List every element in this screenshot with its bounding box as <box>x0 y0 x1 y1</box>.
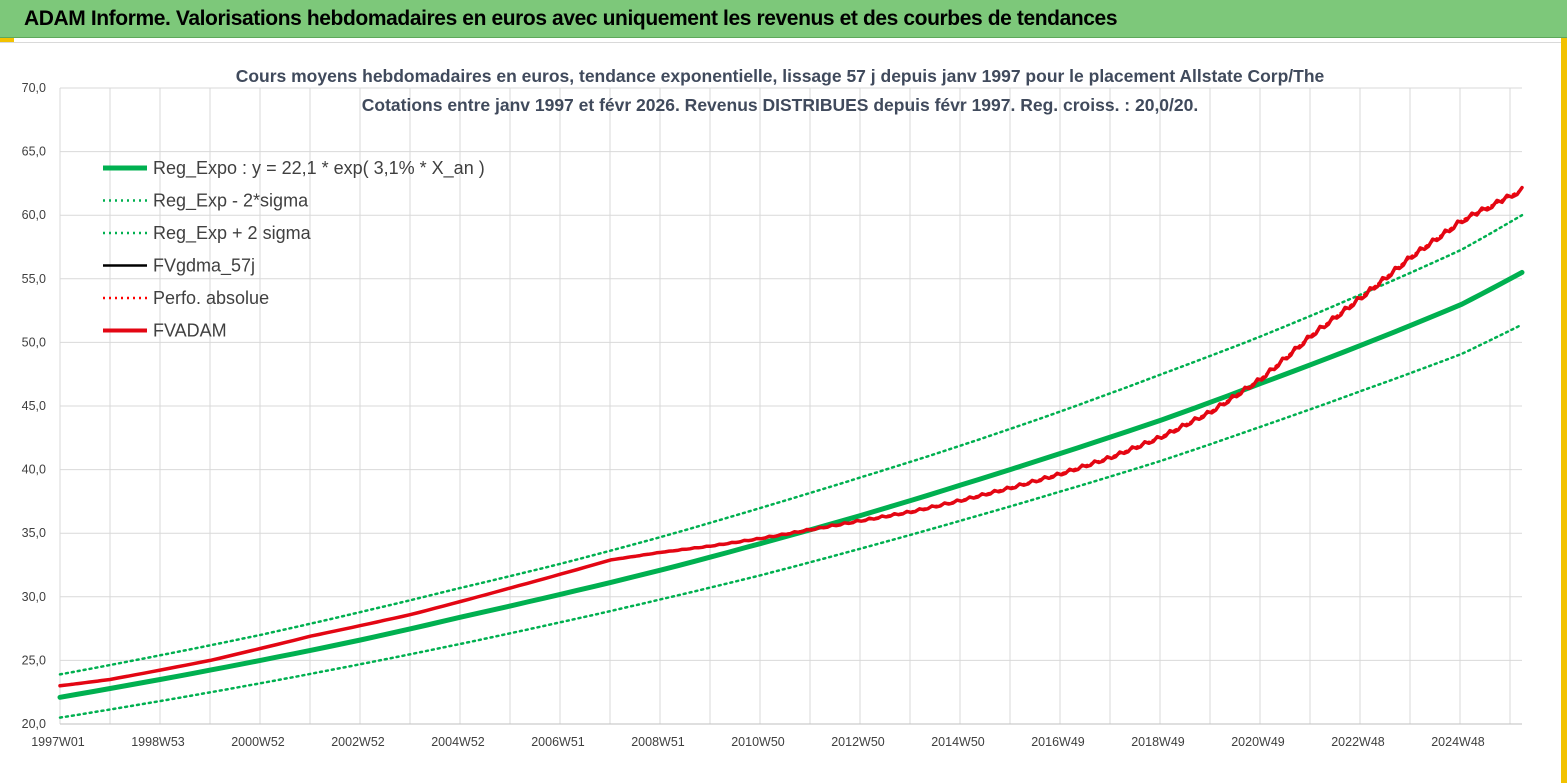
legend-label-2: Reg_Exp + 2 sigma <box>153 223 312 244</box>
chart-grid <box>59 87 1522 725</box>
series-line-1 <box>58 323 1524 719</box>
x-tick-label: 2006W51 <box>531 735 585 749</box>
y-tick-label: 35,0 <box>22 526 46 540</box>
y-tick-label: 25,0 <box>22 653 46 667</box>
x-tick-label: 2004W52 <box>431 735 485 749</box>
chart-title-line-1: Cours moyens hebdomadaires en euros, ten… <box>236 66 1325 86</box>
legend-label-3: FVgdma_57j <box>153 256 255 277</box>
legend-label-1: Reg_Exp - 2*sigma <box>153 191 309 212</box>
x-tick-label: 2022W48 <box>1331 735 1385 749</box>
chart-axes: 20,0 25,0 30,0 35,0 40,0 45,0 50,0 55,0 60,0 65,0… <box>22 81 1522 749</box>
y-tick-label: 40,0 <box>22 463 46 477</box>
y-tick-label: 55,0 <box>22 272 46 286</box>
x-tick-label: 1997W01 <box>31 735 85 749</box>
x-tick-label: 2016W49 <box>1031 735 1085 749</box>
report-banner: ADAM Informe. Valorisations hebdomadaire… <box>0 0 1567 38</box>
chart-title: Cours moyens hebdomadaires en euros, ten… <box>236 66 1325 115</box>
legend-label-4: Perfo. absolue <box>153 288 269 308</box>
series-line-4 <box>58 188 1524 688</box>
frame-edge-right <box>1561 38 1567 783</box>
series-line-3 <box>58 186 1524 688</box>
x-tick-label: 2020W49 <box>1231 735 1285 749</box>
y-tick-label: 60,0 <box>22 208 46 222</box>
y-tick-label: 50,0 <box>22 335 46 349</box>
legend-label-5: FVADAM <box>153 321 227 341</box>
x-tick-label: 2014W50 <box>931 735 985 749</box>
corner-marker-left <box>0 38 14 42</box>
y-tick-label: 70,0 <box>22 81 46 95</box>
series-line-2 <box>58 213 1524 676</box>
x-tick-label: 2018W49 <box>1131 735 1185 749</box>
chart-legend: Reg_Expo : y = 22,1 * exp( 3,1% * X_an )… <box>103 158 485 341</box>
x-tick-label: 2008W51 <box>631 735 685 749</box>
y-tick-label: 45,0 <box>22 399 46 413</box>
chart-area: 20,0 25,0 30,0 35,0 40,0 45,0 50,0 55,0 60,0 65,0… <box>0 42 1561 784</box>
x-tick-label: 2012W50 <box>831 735 885 749</box>
x-tick-label: 2010W50 <box>731 735 785 749</box>
x-tick-label: 2002W52 <box>331 735 385 749</box>
y-tick-label: 30,0 <box>22 590 46 604</box>
chart-title-line-2: Cotations entre janv 1997 et févr 2026. … <box>362 95 1198 115</box>
x-tick-label: 2024W48 <box>1431 735 1485 749</box>
x-tick-label: 1998W53 <box>131 735 185 749</box>
x-tick-label: 2000W52 <box>231 735 285 749</box>
y-tick-label: 20,0 <box>22 717 46 731</box>
chart-series <box>57 185 1525 719</box>
series-line-0 <box>57 269 1525 700</box>
series-line-5 <box>58 185 1524 688</box>
legend-label-0: Reg_Expo : y = 22,1 * exp( 3,1% * X_an ) <box>153 158 485 179</box>
report-title: ADAM Informe. Valorisations hebdomadaire… <box>24 7 1118 30</box>
line-chart: 20,0 25,0 30,0 35,0 40,0 45,0 50,0 55,0 60,0 65,0… <box>22 66 1525 749</box>
y-tick-label: 65,0 <box>22 145 46 159</box>
